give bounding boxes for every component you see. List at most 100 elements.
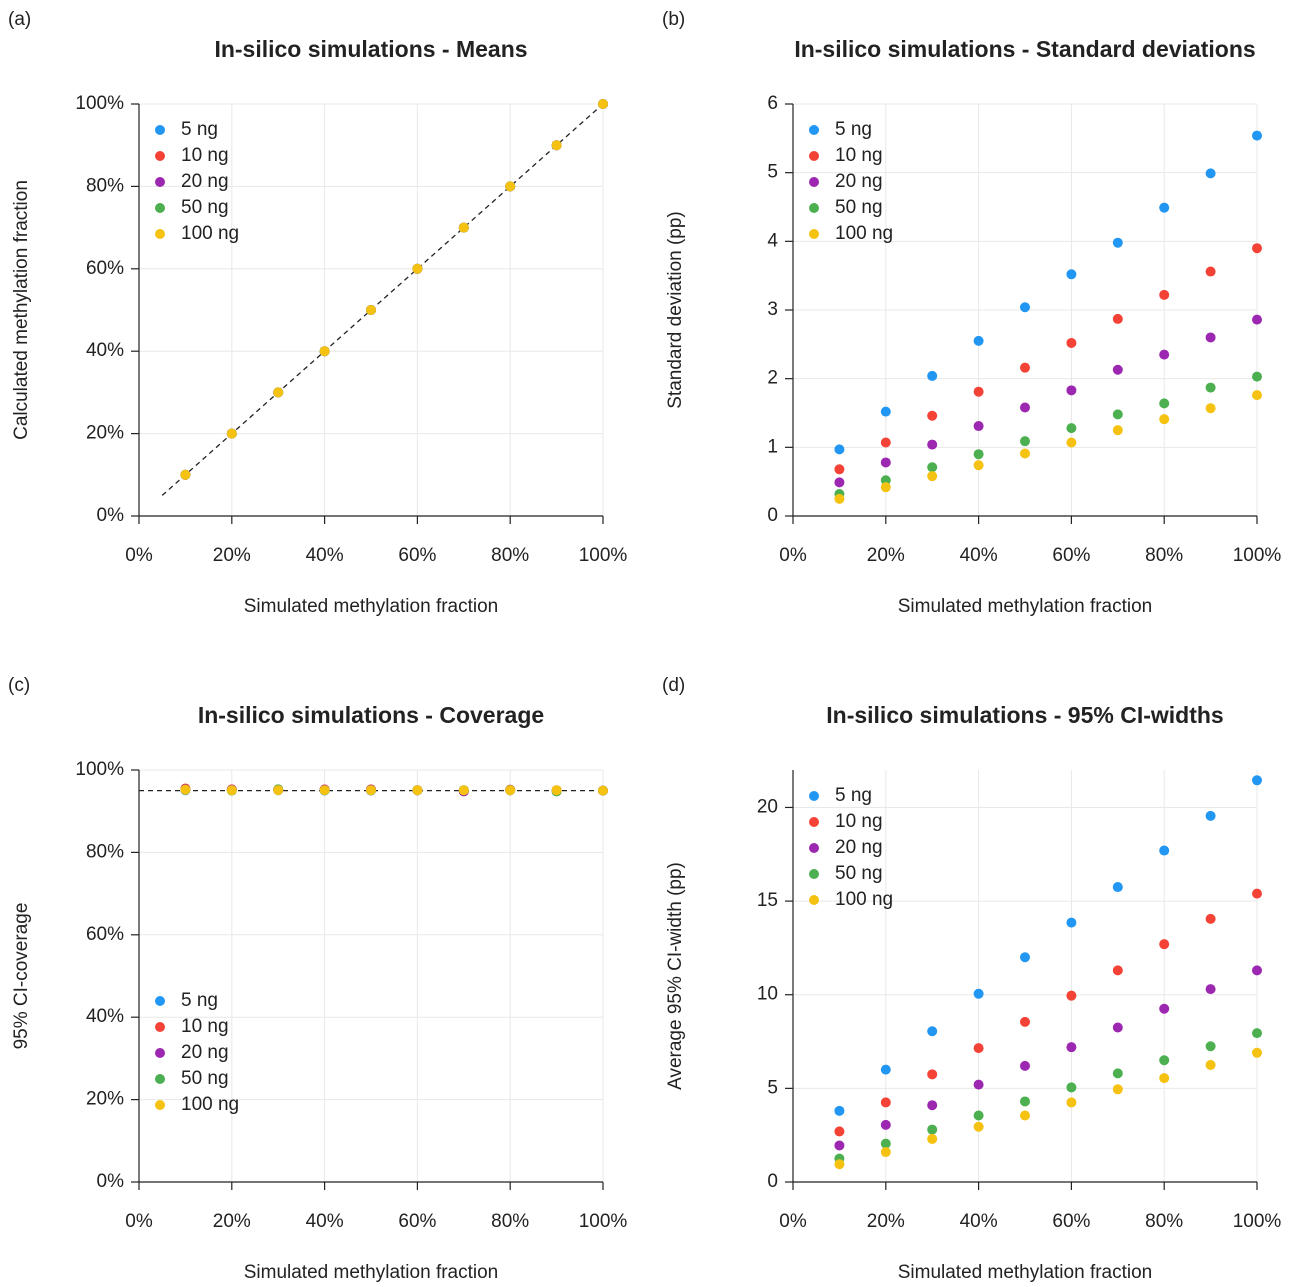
point bbox=[551, 140, 562, 151]
point bbox=[1020, 302, 1030, 313]
chart-title: In-silico simulations - 95% CI-widths bbox=[826, 702, 1223, 728]
point bbox=[834, 1105, 845, 1116]
x-axis-label: Simulated methylation fraction bbox=[898, 1262, 1153, 1283]
y-tick-label: 0% bbox=[97, 505, 125, 526]
y-tick-label: 20% bbox=[86, 1089, 124, 1110]
point bbox=[598, 785, 608, 796]
point bbox=[834, 1126, 845, 1137]
point bbox=[1252, 314, 1262, 325]
point bbox=[319, 785, 330, 796]
point bbox=[927, 1069, 938, 1080]
legend-marker bbox=[155, 996, 165, 1006]
point bbox=[1252, 243, 1262, 254]
point bbox=[1066, 385, 1077, 396]
point bbox=[1205, 810, 1216, 821]
x-tick-label: 80% bbox=[491, 1211, 529, 1232]
point bbox=[1159, 398, 1170, 409]
point bbox=[1020, 402, 1030, 413]
panel: (c) In-silico simulations - Coverage Simul… bbox=[8, 675, 627, 1283]
legend-label: 10 ng bbox=[835, 145, 883, 166]
legend-marker bbox=[155, 177, 165, 187]
point bbox=[1112, 237, 1123, 248]
point bbox=[1159, 1003, 1170, 1014]
legend-marker bbox=[809, 177, 819, 187]
point bbox=[458, 222, 469, 233]
x-tick-label: 40% bbox=[306, 545, 344, 566]
point bbox=[1066, 1042, 1077, 1053]
point bbox=[1159, 1055, 1170, 1066]
point bbox=[1066, 917, 1077, 928]
legend-marker bbox=[155, 229, 165, 239]
point bbox=[412, 785, 423, 796]
point bbox=[505, 785, 516, 796]
point bbox=[1020, 1060, 1030, 1071]
panel-label: (b) bbox=[662, 9, 685, 30]
legend-label: 20 ng bbox=[835, 837, 883, 858]
point bbox=[973, 1121, 984, 1132]
point bbox=[1112, 965, 1123, 976]
point bbox=[1112, 1068, 1123, 1079]
panel: (a) In-silico simulations - Means Simulate… bbox=[8, 9, 627, 617]
y-tick-label: 3 bbox=[767, 299, 778, 320]
legend-label: 5 ng bbox=[181, 119, 218, 140]
legend-label: 5 ng bbox=[835, 119, 872, 140]
point bbox=[1020, 952, 1030, 963]
point bbox=[273, 387, 284, 398]
x-tick-label: 0% bbox=[125, 545, 153, 566]
y-tick-label: 5 bbox=[767, 1077, 778, 1098]
y-tick-label: 0 bbox=[767, 505, 778, 526]
point bbox=[834, 493, 845, 504]
point bbox=[366, 785, 376, 796]
point bbox=[1252, 888, 1262, 899]
point bbox=[1205, 266, 1216, 277]
x-tick-label: 0% bbox=[779, 545, 807, 566]
legend-marker bbox=[155, 125, 165, 135]
y-axis-label: Standard deviation (pp) bbox=[665, 211, 686, 409]
point bbox=[880, 1064, 891, 1075]
y-tick-label: 60% bbox=[86, 924, 124, 945]
point bbox=[1066, 1082, 1077, 1093]
point bbox=[1252, 130, 1262, 141]
legend-marker bbox=[155, 1074, 165, 1084]
point bbox=[1252, 775, 1262, 786]
point bbox=[1205, 1041, 1216, 1052]
legend-marker bbox=[809, 791, 819, 801]
x-tick-label: 20% bbox=[213, 1211, 251, 1232]
point bbox=[973, 421, 984, 432]
legend-label: 100 ng bbox=[835, 889, 893, 910]
panel-label: (a) bbox=[8, 9, 31, 30]
legend-marker bbox=[809, 895, 819, 905]
point bbox=[834, 477, 845, 488]
legend-marker bbox=[155, 1100, 165, 1110]
point bbox=[1205, 984, 1216, 995]
legend-label: 10 ng bbox=[181, 145, 229, 166]
point bbox=[551, 785, 562, 796]
point bbox=[319, 346, 330, 357]
legend-marker bbox=[155, 1022, 165, 1032]
point bbox=[1066, 437, 1077, 448]
point bbox=[1205, 1059, 1216, 1070]
point bbox=[927, 462, 938, 473]
point bbox=[880, 406, 891, 417]
x-tick-label: 100% bbox=[579, 545, 628, 566]
x-axis-label: Simulated methylation fraction bbox=[244, 596, 499, 617]
x-tick-label: 60% bbox=[1052, 545, 1090, 566]
point bbox=[927, 1100, 938, 1111]
point bbox=[1252, 371, 1262, 382]
y-axis-label: Average 95% CI-width (pp) bbox=[665, 862, 686, 1090]
y-tick-label: 100% bbox=[75, 93, 124, 114]
x-tick-label: 80% bbox=[491, 545, 529, 566]
y-tick-label: 0% bbox=[97, 1171, 125, 1192]
legend-marker bbox=[809, 125, 819, 135]
y-tick-label: 2 bbox=[767, 368, 778, 389]
point bbox=[1205, 332, 1216, 343]
panel-label: (d) bbox=[662, 675, 685, 696]
x-tick-label: 40% bbox=[960, 1211, 998, 1232]
y-tick-label: 5 bbox=[767, 162, 778, 183]
point bbox=[1205, 403, 1216, 414]
point bbox=[1020, 436, 1030, 447]
point bbox=[1252, 965, 1262, 976]
point bbox=[973, 1079, 984, 1090]
point bbox=[1066, 269, 1077, 280]
